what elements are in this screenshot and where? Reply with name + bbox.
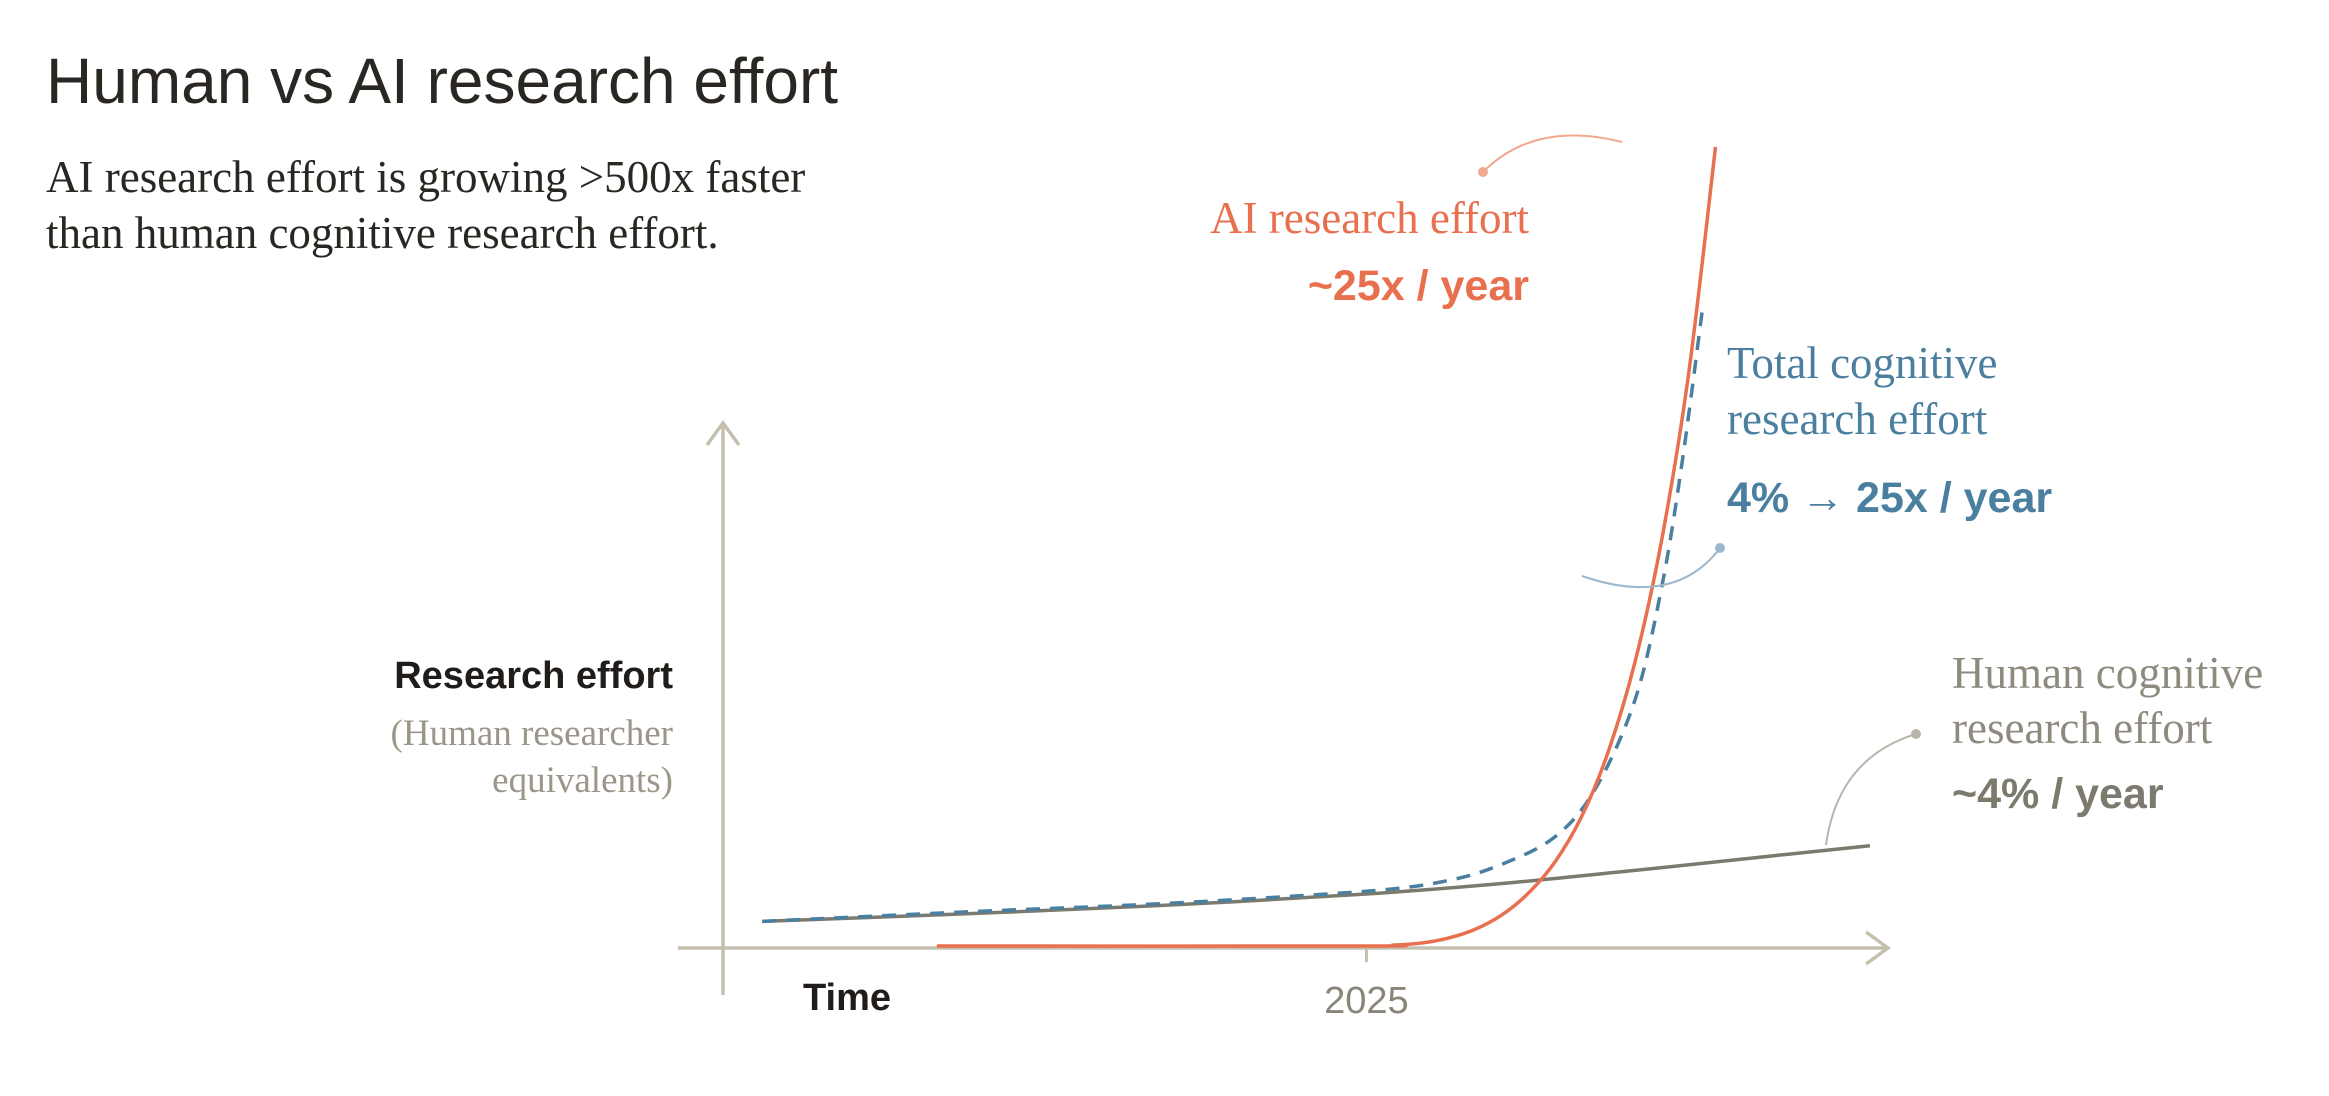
series-label-total-line-2: research effort [1727,394,1988,444]
series-label-human-line-2: research effort [1952,703,2213,753]
y-axis-label: Research effort [394,655,673,697]
annotation-leader-ai [1482,134,1623,173]
annotation-dot-ai [1478,167,1488,177]
series-label-ai: AI research effort [1210,193,1529,243]
annotation-leader-human [1825,733,1917,846]
x-axis-arrow-icon [1864,930,1891,966]
series-growth-ai: ~25x / year [1308,262,1529,310]
axes [678,420,1891,995]
series-growth-total: 4% → 25x / year [1727,474,2052,522]
series-label-human-line-1: Human cognitive [1952,648,2263,698]
annotation-dot-human [1911,729,1921,739]
series-line-human [762,844,1871,924]
annotation-dot-total [1715,543,1725,553]
y-axis-sublabel-line-1: (Human researcher [391,713,673,754]
series-growth-human: ~4% / year [1952,770,2164,818]
x-tick-label-2025: 2025 [1324,980,1409,1022]
y-axis-arrow-icon [705,420,741,447]
chart-title: Human vs AI research effort [46,45,838,117]
series-line-ai [936,146,1718,948]
chart-subtitle-line-2: than human cognitive research effort. [46,208,719,258]
chart-subtitle-line-1: AI research effort is growing >500x fast… [46,152,805,202]
series-label-total-line-1: Total cognitive [1727,338,1998,388]
y-axis-sublabel-line-2: equivalents) [492,760,673,801]
series-line-total [762,312,1704,924]
x-axis-label: Time [803,977,891,1019]
annotation-leader-total [1581,547,1721,589]
